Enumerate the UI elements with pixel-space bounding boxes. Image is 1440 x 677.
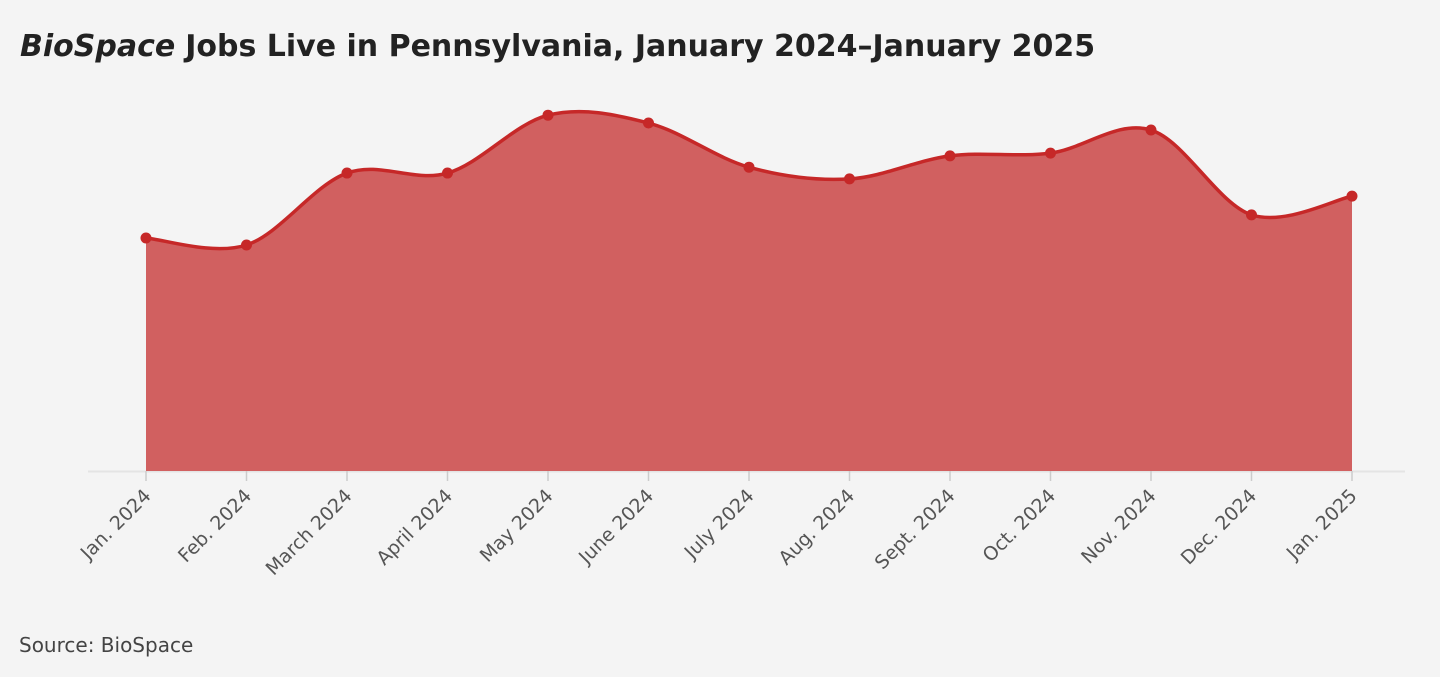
point (944, 150, 956, 162)
source: Source: BioSpace (19, 633, 193, 657)
point (743, 161, 755, 173)
chart-title: BioSpace Jobs Live in Pennsylvania, Janua… (20, 29, 1095, 64)
point (442, 167, 453, 179)
point (1145, 124, 1157, 136)
point (241, 239, 252, 251)
point (341, 167, 353, 179)
title-emphasis: BioSpace (20, 29, 175, 64)
area (146, 111, 1352, 471)
point (844, 173, 855, 185)
point (542, 109, 554, 121)
title-text: Jobs Live in Pennsylvania, January 2024–… (183, 29, 1095, 64)
point (1246, 209, 1257, 221)
point (1045, 147, 1056, 159)
point (140, 232, 152, 244)
point (1346, 190, 1358, 202)
point (643, 117, 654, 129)
